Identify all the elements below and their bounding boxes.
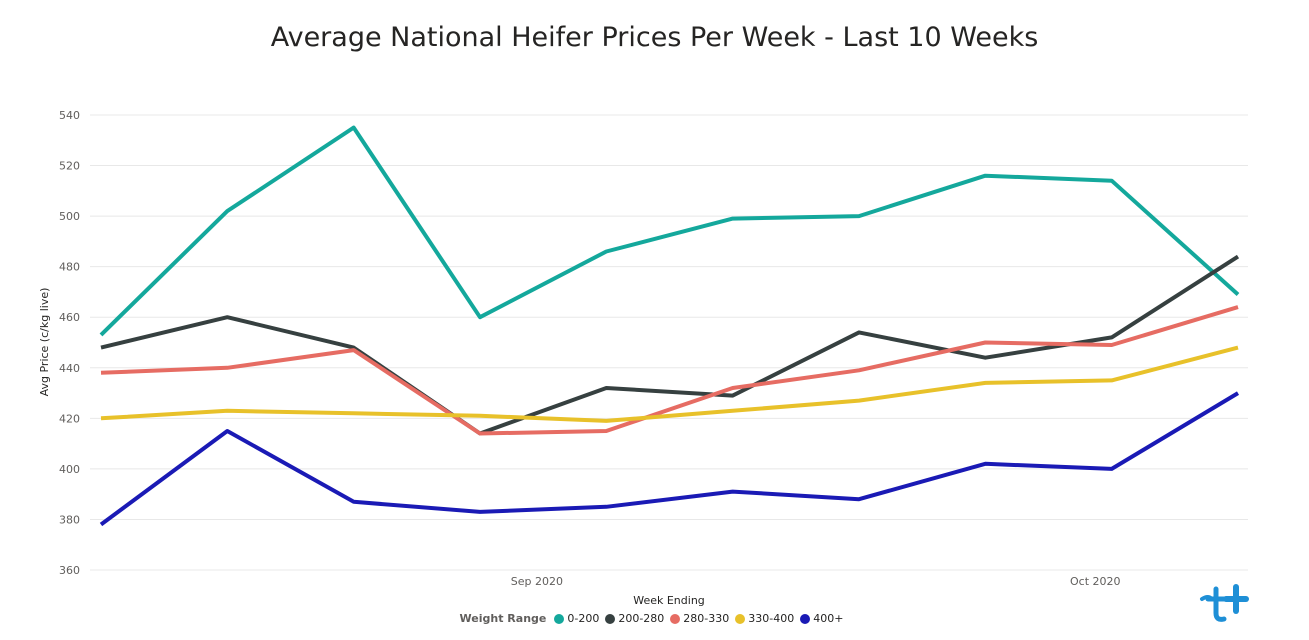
legend-item[interactable]: 280-330 [670,612,729,625]
series-line-0-200 [99,125,1240,337]
series-line-200-280 [100,254,1240,436]
y-tick-label: 540 [59,109,80,122]
y-axis-label: Avg Price (c/kg live) [38,288,51,397]
legend-items: 0-200 200-280 280-330 330-400 400+ [554,612,849,625]
legend-label: 0-200 [567,612,600,625]
legend-item[interactable]: 0-200 [554,612,599,625]
y-axis-ticks: 360 380 400 420 440 460 480 500 520 540 [59,109,80,577]
x-axis-ticks: Sep 2020 Oct 2020 [511,575,1121,588]
series-lines [99,125,1240,527]
y-tick-label: 360 [59,564,80,577]
legend-label: 280-330 [683,612,730,625]
legend-title: Weight Range [459,612,547,625]
gridlines [90,114,1248,571]
legend-marker [670,613,681,624]
y-tick-label: 520 [59,160,80,173]
legend: Weight Range 0-200 200-280 280-330 330-400 4… [0,612,1309,625]
y-tick-label: 480 [59,261,80,274]
legend-label: 200-280 [618,612,665,625]
legend-marker [554,613,565,624]
legend-marker [735,613,746,624]
y-tick-label: 380 [59,513,80,526]
legend-label: 400+ [813,612,844,625]
x-tick-label: Sep 2020 [511,575,563,588]
y-tick-label: 400 [59,463,80,476]
legend-item[interactable]: 330-400 [735,612,794,625]
chart-title: Average National Heifer Prices Per Week … [270,22,1039,53]
legend-label: 330-400 [748,612,795,625]
legend-marker [800,613,811,624]
brand-logo-icon [1200,584,1249,622]
x-axis-label: Week Ending [633,594,705,607]
series-line-330-400 [100,345,1239,423]
y-tick-label: 460 [59,311,80,324]
x-tick-label: Oct 2020 [1070,575,1121,588]
legend-item[interactable]: 200-280 [605,612,664,625]
y-tick-label: 500 [59,210,80,223]
y-tick-label: 440 [59,362,80,375]
series-line-280-330 [100,305,1239,436]
series-line-400+ [99,391,1240,527]
legend-item[interactable]: 400+ [800,612,843,625]
legend-marker [605,613,616,624]
y-tick-label: 420 [59,412,80,425]
